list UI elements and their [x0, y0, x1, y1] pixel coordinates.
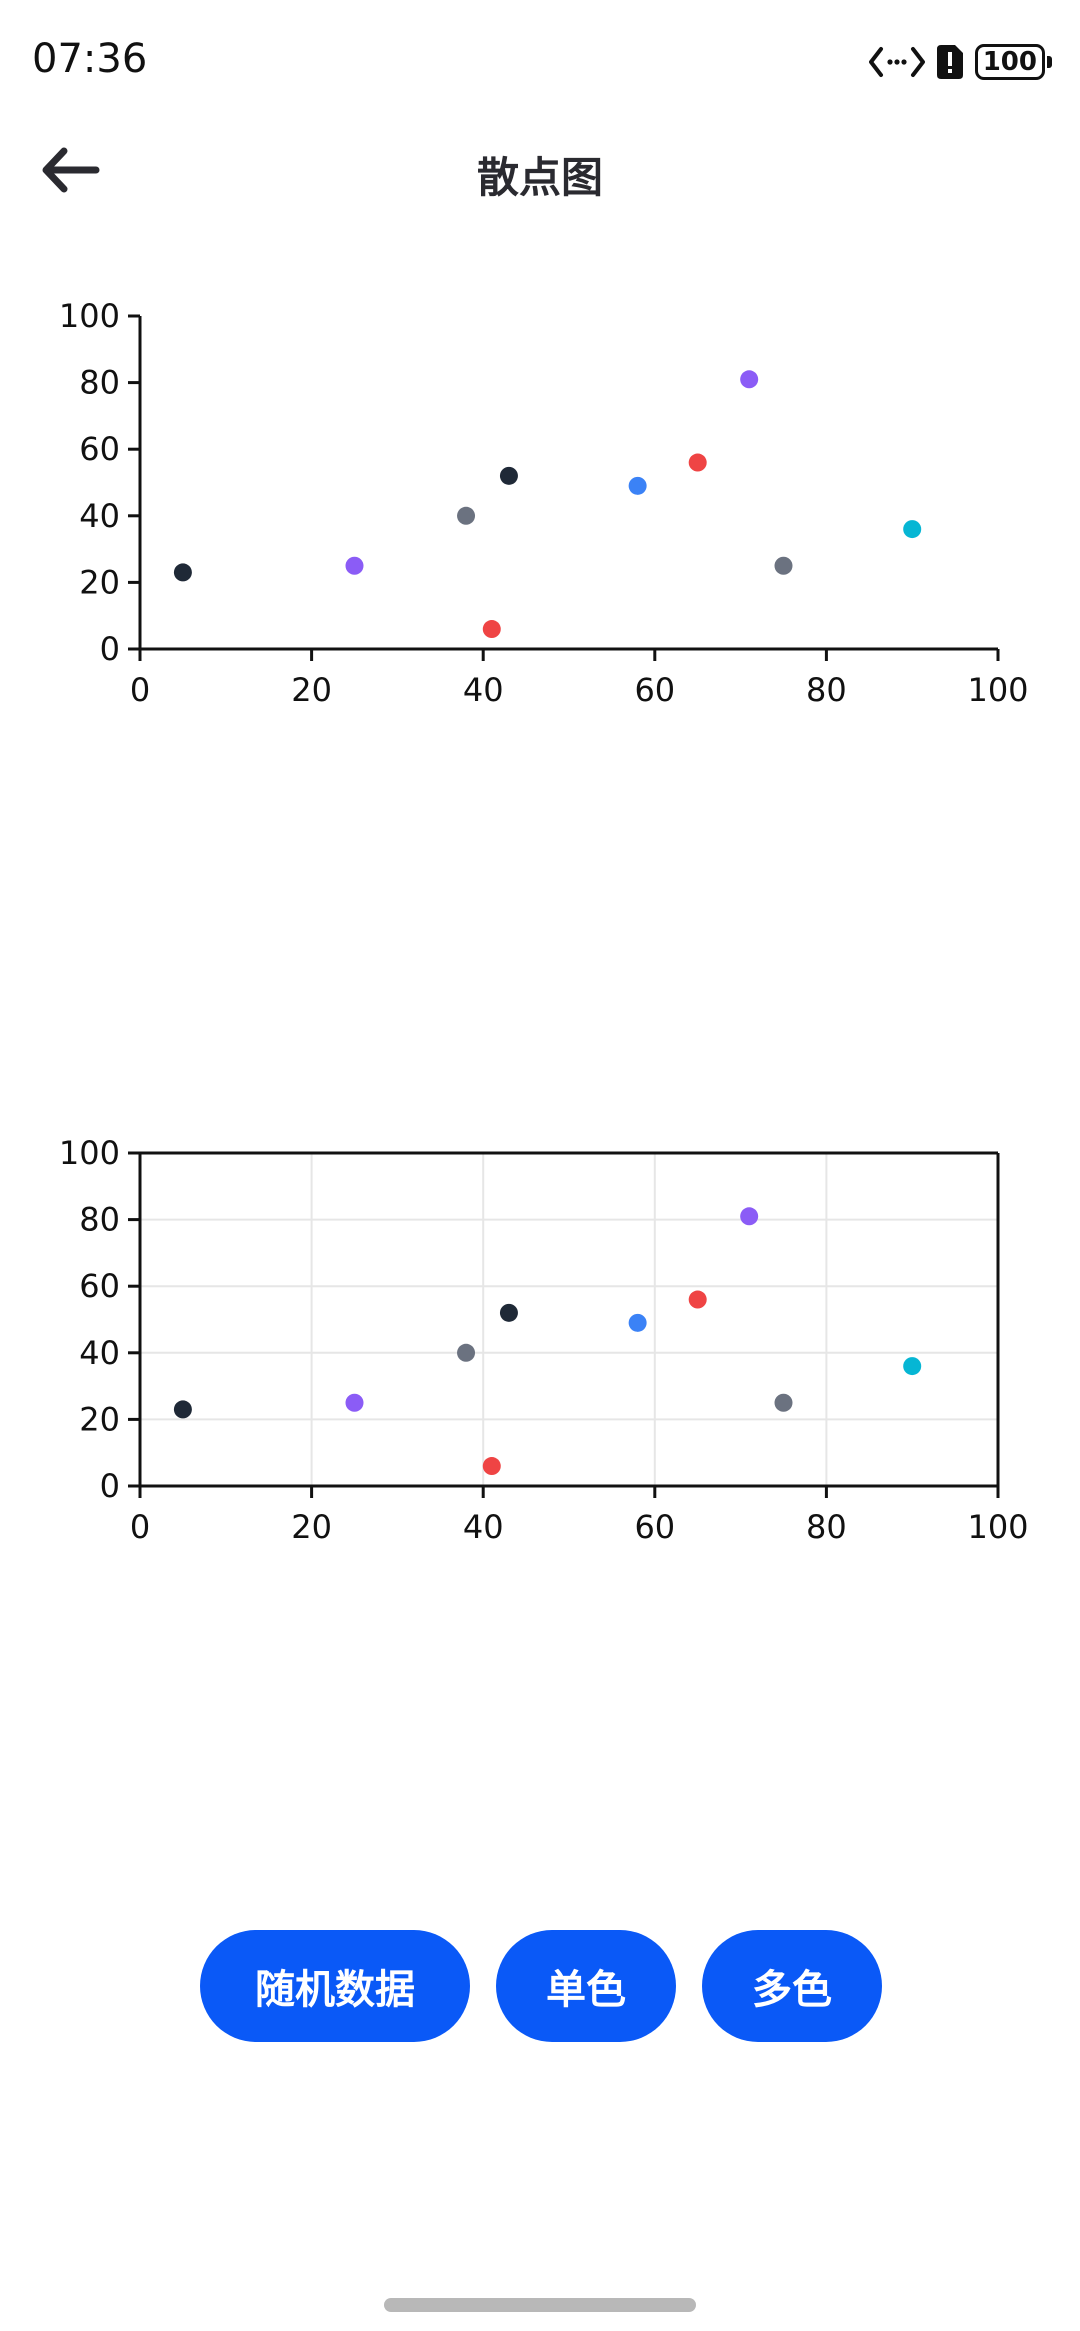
scatter-point	[903, 520, 922, 539]
y-tick-label: 20	[79, 1400, 120, 1438]
home-indicator[interactable]	[384, 2298, 696, 2312]
status-time: 07:36	[32, 36, 148, 82]
single-color-button[interactable]: 单色	[496, 1930, 676, 2042]
app-header: 散点图	[0, 120, 1080, 220]
scatter-point	[628, 476, 647, 495]
scatter-point	[457, 506, 476, 525]
sim-alert-icon	[936, 45, 963, 79]
network-activity-icon	[868, 45, 925, 79]
y-tick-label: 100	[59, 1134, 120, 1172]
y-tick-label: 100	[59, 297, 120, 335]
y-tick-label: 40	[79, 497, 120, 535]
x-tick-label: 80	[806, 1508, 847, 1546]
x-tick-label: 0	[130, 1508, 150, 1546]
x-tick-label: 100	[967, 1508, 1028, 1546]
scatter-point	[457, 1343, 476, 1362]
scatter-point	[688, 1290, 707, 1309]
x-tick-label: 20	[291, 671, 332, 709]
scatter-point	[903, 1357, 922, 1376]
x-tick-label: 80	[806, 671, 847, 709]
arrow-left-icon	[42, 147, 100, 193]
x-tick-label: 40	[463, 1508, 504, 1546]
x-tick-label: 60	[634, 671, 675, 709]
scatter-point	[499, 466, 518, 485]
y-tick-label: 0	[100, 630, 120, 668]
y-tick-label: 80	[79, 364, 120, 402]
scatter-point	[345, 1393, 364, 1412]
scatter-point	[628, 1313, 647, 1332]
y-tick-label: 0	[100, 1467, 120, 1505]
battery-icon: 100	[974, 44, 1052, 80]
multi-color-button[interactable]: 多色	[702, 1930, 882, 2042]
scatter-chart-grid-svg: 0 20 40 60 80 100 0 20 40 60 80 100	[59, 1134, 1029, 1546]
y-tick-label: 60	[79, 1267, 120, 1305]
scatter-point	[482, 620, 501, 639]
scatter-point	[345, 556, 364, 575]
x-tick-label: 0	[130, 671, 150, 709]
scatter-chart-plain-svg: 0 20 40 60 80 100 0 20 40 60 80 100	[59, 297, 1029, 709]
random-data-button[interactable]: 随机数据	[200, 1930, 470, 2042]
x-tick-label: 60	[634, 1508, 675, 1546]
scatter-point	[740, 370, 759, 389]
action-buttons: 随机数据 单色 多色	[0, 1930, 1080, 2044]
scatter-point	[688, 453, 707, 472]
x-tick-label: 20	[291, 1508, 332, 1546]
back-button[interactable]	[40, 137, 130, 203]
scatter-chart-plain: 0 20 40 60 80 100 0 20 40 60 80 100	[0, 280, 1080, 840]
scatter-point	[482, 1457, 501, 1476]
y-tick-label: 80	[79, 1201, 120, 1239]
page-title: 散点图	[476, 153, 603, 202]
y-tick-label: 60	[79, 430, 120, 468]
x-tick-label: 40	[463, 671, 504, 709]
y-tick-label: 20	[79, 563, 120, 601]
x-tick-label: 100	[967, 671, 1028, 709]
scatter-point	[774, 556, 793, 575]
scatter-point	[173, 563, 192, 582]
battery-tip	[1047, 56, 1052, 68]
scatter-point	[173, 1400, 192, 1419]
scatter-point	[740, 1207, 759, 1226]
scatter-point	[774, 1393, 793, 1412]
scatter-chart-grid: 0 20 40 60 80 100 0 20 40 60 80 100	[0, 1117, 1080, 1677]
scatter-point	[499, 1303, 518, 1322]
status-bar: 07:36 100	[0, 0, 1080, 120]
status-icons: 100	[868, 40, 1052, 84]
y-tick-label: 40	[79, 1334, 120, 1372]
battery-level: 100	[974, 44, 1045, 80]
